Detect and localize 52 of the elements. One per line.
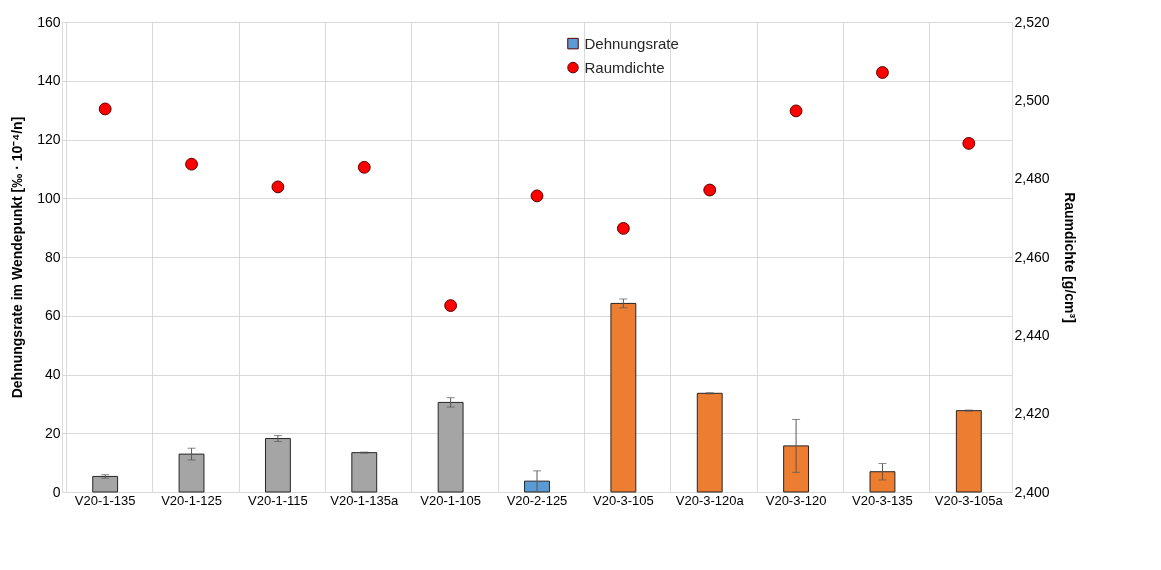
x-tick-label: V20-3-120a [675, 492, 745, 508]
bar [955, 410, 982, 493]
y2-tick-label: 2,420 [1014, 405, 1050, 422]
bar [869, 471, 896, 493]
point [703, 183, 717, 197]
y-tick-label: 160 [37, 13, 61, 30]
y-tick-label: 120 [37, 131, 61, 147]
y-tick-label: 60 [44, 307, 61, 324]
point [357, 160, 371, 174]
y-axis-title: Dehnungsrate im Wendepunkt [‰ · 10⁻⁴/n] [9, 116, 26, 399]
y2-axis-title: Raumdichte [g/cm³] [1061, 192, 1078, 323]
y-tick-label: 80 [44, 248, 61, 265]
y-tick-label: 100 [37, 189, 61, 206]
bar [783, 445, 810, 493]
point [530, 189, 544, 203]
bar [264, 438, 291, 493]
x-tick-label: V20-3-135 [852, 492, 913, 508]
y2-tick-label: 2,460 [1014, 248, 1050, 265]
bar [92, 475, 119, 493]
x-tick-label: V20-3-105 [593, 492, 654, 508]
point [444, 299, 458, 312]
x-tick-label: V20-1-135 [74, 492, 136, 508]
x-tick-label: V20-2-125 [506, 492, 568, 508]
point [98, 102, 112, 116]
bar [610, 302, 637, 493]
point [616, 222, 630, 235]
y-tick-label: 20 [44, 424, 61, 441]
y2-tick-label: 2,440 [1014, 326, 1050, 343]
point [962, 137, 976, 150]
x-tick-label: V20-3-105a [934, 492, 1004, 508]
y-tick-label: 0 [52, 483, 61, 500]
y-tick-label: 40 [44, 366, 61, 382]
y2-tick-label: 2,500 [1014, 91, 1050, 108]
bar [178, 453, 205, 493]
x-tick-label: V20-3-120 [765, 492, 827, 508]
point [876, 66, 889, 79]
y2-tick-label: 2,520 [1014, 13, 1050, 30]
bar [351, 452, 378, 493]
bar [696, 392, 723, 493]
x-tick-label: V20-1-115 [248, 492, 308, 508]
point [185, 157, 198, 171]
x-tick-label: V20-1-135a [330, 492, 400, 508]
point [271, 180, 285, 194]
x-tick-label: V20-1-125 [161, 492, 222, 508]
legend-label: Dehnungsrate [584, 34, 679, 52]
y2-tick-label: 2,400 [1014, 483, 1050, 500]
point [789, 104, 803, 118]
y2-tick-label: 2,480 [1014, 170, 1050, 187]
bar [437, 401, 464, 493]
x-tick-label: V20-1-105 [420, 492, 481, 508]
y-tick-label: 140 [37, 72, 61, 89]
legend-label: Raumdichte [584, 58, 665, 76]
